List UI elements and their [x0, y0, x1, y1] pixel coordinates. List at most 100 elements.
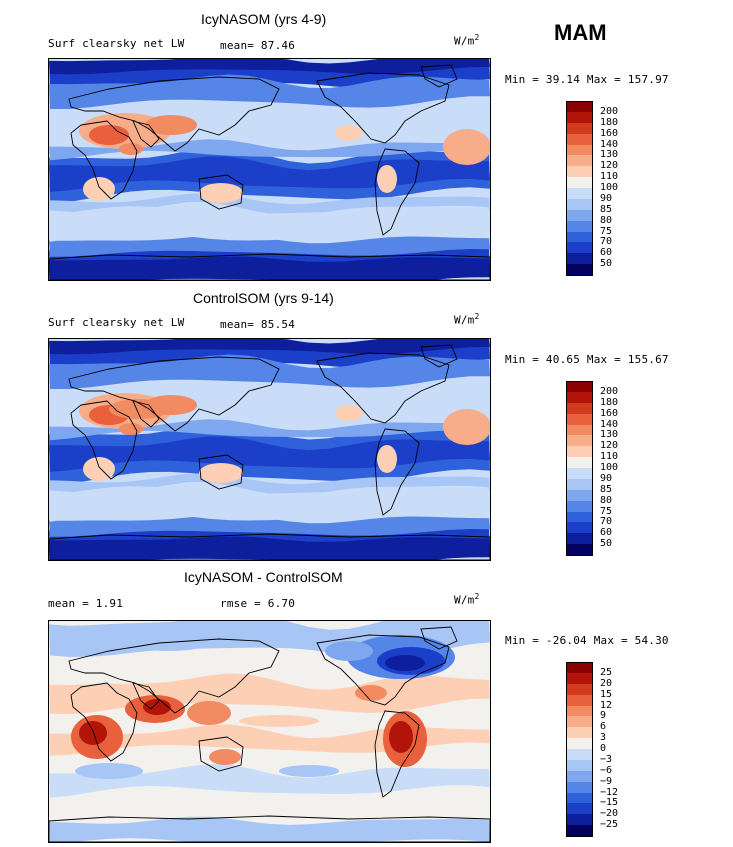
field-blob: [83, 457, 115, 481]
colorbar-bin: [566, 457, 593, 469]
colorbar-bin: [566, 781, 593, 793]
field-band: [49, 515, 490, 537]
colorbar-bin: [566, 198, 593, 211]
coastline: [49, 815, 490, 842]
field-band: [49, 235, 490, 257]
colorbar-bin: [566, 522, 593, 534]
colorbar-bin: [566, 101, 593, 113]
colorbar-bin: [566, 188, 593, 200]
colorbar-tick-label: 180: [600, 396, 619, 408]
colorbar-tick-label: −25: [600, 819, 619, 831]
colorbar-tick-label: 200: [600, 385, 619, 397]
field-blob: [209, 749, 241, 765]
panel-1-minmax: Min = 39.14 Max = 157.97: [505, 73, 669, 86]
coastline: [49, 533, 490, 560]
colorbar-bin: [566, 511, 593, 523]
coastline: [68, 76, 280, 152]
colorbar-bin: [566, 825, 593, 837]
field-band: [49, 256, 490, 280]
colorbar-bin: [566, 468, 593, 480]
colorbar-bin: [566, 738, 593, 750]
colorbar-tick-label: 6: [600, 721, 607, 733]
colorbar-bin: [566, 694, 593, 706]
colorbar-bin: [566, 435, 593, 447]
panel-3-minmax: Min = -26.04 Max = 54.30: [505, 634, 669, 647]
panel-1-colorbar: 200 180 160 140 130 120 110 100 90 85 80 75 70 60 50: [566, 101, 646, 276]
coastline: [68, 638, 280, 714]
field-band: [49, 816, 490, 842]
colorbar-tick-label: 200: [600, 105, 619, 117]
colorbar-tick-label: 80: [600, 494, 613, 506]
panel-1-map: [48, 58, 491, 281]
colorbar-tick-label: −12: [600, 786, 619, 798]
field-blob: [377, 445, 397, 473]
colorbar-tick-label: 110: [600, 451, 619, 463]
field-blob: [89, 125, 129, 145]
colorbar-tick-label: 100: [600, 182, 619, 193]
colorbar-tick-label: 70: [600, 236, 613, 248]
colorbar-bin: [566, 662, 593, 674]
colorbar-bin: [566, 155, 593, 167]
colorbar-bin: [566, 446, 593, 458]
colorbar-tick-label: 85: [600, 483, 613, 495]
colorbar-bin: [566, 770, 593, 783]
field-blob: [75, 763, 143, 779]
colorbar-tick-label: 180: [600, 116, 619, 128]
map-svg: [49, 621, 490, 842]
field-blob: [199, 183, 243, 203]
colorbar-tick-label: −15: [600, 797, 619, 809]
colorbar-tick-label: 75: [600, 505, 613, 517]
colorbar-tick-label: 160: [600, 407, 619, 419]
field-band: [49, 339, 490, 355]
colorbar-bin: [566, 177, 593, 189]
colorbar-tick-label: −3: [600, 753, 613, 765]
colorbar-tick-label: 120: [600, 440, 619, 452]
colorbar-bin: [566, 391, 593, 404]
panel-3-mean: mean = 1.91: [48, 597, 124, 610]
colorbar-bin: [566, 220, 593, 232]
field-blob: [355, 685, 387, 701]
colorbar-bin: [566, 544, 593, 556]
colorbar-bin: [566, 749, 593, 761]
coastline: [68, 356, 280, 432]
panel-3-title: IcyNASOM - ControlSOM: [184, 569, 343, 585]
colorbar-tick-label: 75: [600, 225, 613, 237]
colorbar-tick-label: 140: [600, 138, 619, 150]
coastline: [70, 682, 138, 762]
field-blob: [119, 143, 143, 155]
coastline: [198, 174, 244, 210]
colorbar-bin: [566, 478, 593, 491]
map-svg: [49, 339, 490, 560]
colorbar-bin: [566, 792, 593, 804]
season-label: MAM: [554, 20, 607, 45]
field-band: [49, 354, 490, 389]
colorbar-tick-label: 25: [600, 666, 613, 678]
field-blob: [129, 635, 209, 651]
colorbar-tick-label: 110: [600, 171, 619, 183]
colorbar-tick-label: 50: [600, 538, 613, 550]
colorbar-tick-label: 85: [600, 203, 613, 215]
colorbar-bin: [566, 166, 593, 178]
colorbar-tick-label: 60: [600, 527, 613, 539]
field-blob: [325, 641, 373, 661]
coastline: [374, 148, 420, 236]
field-band: [49, 724, 490, 756]
colorbar-tick-label: −20: [600, 808, 619, 820]
coastline: [198, 736, 244, 772]
coastline: [420, 344, 458, 368]
field-band: [49, 419, 490, 441]
field-blob: [199, 463, 243, 483]
field-blob: [83, 177, 115, 201]
colorbar-bin: [566, 253, 593, 265]
coastline: [49, 253, 490, 280]
coastline: [70, 120, 138, 200]
field-band: [49, 74, 490, 109]
colorbar-tick-label: 140: [600, 418, 619, 430]
panel-2-title: ControlSOM (yrs 9-14): [193, 290, 334, 306]
colorbar-tick-label: 80: [600, 214, 613, 226]
colorbar-bin: [566, 133, 593, 145]
colorbar-bin: [566, 672, 593, 685]
colorbar-tick-label: 70: [600, 516, 613, 528]
colorbar-bin: [566, 381, 593, 393]
colorbar-bin: [566, 814, 593, 826]
